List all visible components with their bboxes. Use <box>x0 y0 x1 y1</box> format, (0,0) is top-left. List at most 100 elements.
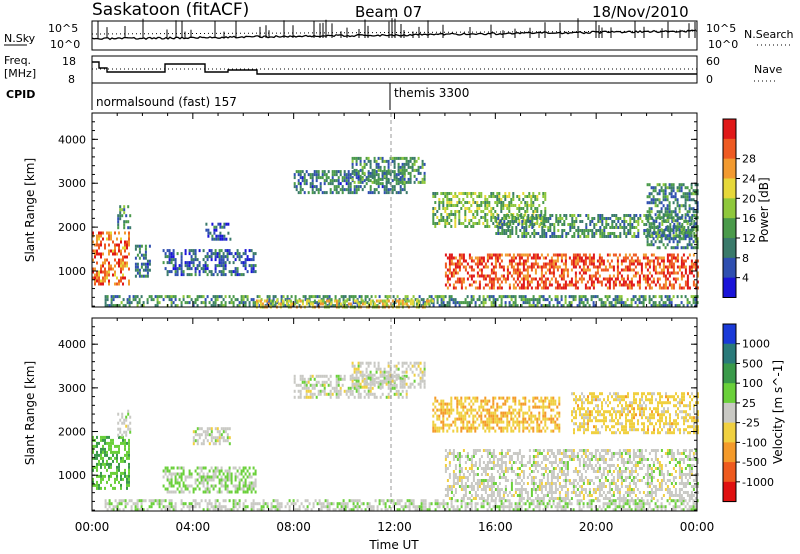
power-echo-cell <box>367 174 370 178</box>
power-echo-cell <box>652 243 655 247</box>
power-echo-cell <box>692 240 695 244</box>
velocity-echo-cell <box>170 484 173 488</box>
power-echo-cell <box>144 262 147 266</box>
power-echo-cell <box>678 240 681 244</box>
velocity-echo-cell <box>284 505 287 509</box>
velocity-echo-cell <box>328 502 331 506</box>
power-echo-cell <box>221 234 224 238</box>
power-echo-cell <box>464 301 467 305</box>
power-echo-cell <box>524 277 527 281</box>
velocity-echo-cell <box>254 484 257 488</box>
power-echo-cell <box>543 214 546 217</box>
velocity-echo-cell <box>514 505 517 509</box>
power-echo-cell <box>624 280 627 284</box>
power-echo-cell <box>670 265 673 269</box>
velocity-echo-cell <box>142 499 145 503</box>
power-echo-cell <box>603 229 606 232</box>
power-echo-cell <box>122 304 125 308</box>
velocity-echo-cell <box>128 444 130 448</box>
power-echo-cell <box>486 225 489 228</box>
velocity-echo-cell <box>410 499 413 503</box>
power-echo-cell <box>434 192 437 195</box>
power-echo-cell <box>468 207 471 210</box>
power-echo-cell <box>102 276 104 280</box>
power-echo-cell <box>518 219 521 222</box>
power-echo-cell <box>658 301 661 305</box>
power-echo-cell <box>654 283 657 287</box>
power-echo-cell <box>384 295 387 299</box>
power-echo-cell <box>104 258 106 262</box>
power-echo-cell <box>510 274 513 278</box>
velocity-echo-cell <box>326 505 329 509</box>
power-echo-cell <box>393 156 396 160</box>
power-echo-cell <box>494 274 497 278</box>
power-echo-cell <box>244 295 247 299</box>
velocity-echo-cell <box>340 505 343 509</box>
velocity-echo-cell <box>632 499 635 503</box>
power-echo-cell <box>579 229 582 232</box>
velocity-echo-cell <box>556 502 559 506</box>
velocity-echo-cell <box>202 466 205 470</box>
velocity-echo-cell <box>482 499 485 503</box>
power-echo-cell <box>547 220 550 223</box>
power-echo-cell <box>534 271 537 275</box>
velocity-echo-cell <box>624 508 627 512</box>
power-echo-cell <box>536 286 539 290</box>
velocity-echo-cell <box>162 475 165 479</box>
power-echo-cell <box>637 217 640 220</box>
power-echo-cell <box>648 262 651 266</box>
power-echo-cell <box>652 301 655 305</box>
power-echo-cell <box>674 225 677 229</box>
power-echo-cell <box>254 264 257 268</box>
power-echo-cell <box>684 204 687 208</box>
power-echo-cell <box>495 217 498 220</box>
velocity-echo-cell <box>612 508 615 512</box>
power-echo-cell <box>210 270 213 274</box>
power-echo-cell <box>102 261 104 265</box>
velocity-echo-cell <box>344 505 347 509</box>
power-echo-cell <box>582 259 585 263</box>
power-echo-cell <box>556 253 559 257</box>
power-echo-cell <box>323 182 326 186</box>
power-echo-cell <box>550 271 553 275</box>
power-echo-cell <box>498 198 501 201</box>
power-echo-cell <box>458 219 461 222</box>
power-echo-cell <box>590 274 593 278</box>
power-echo-cell <box>484 195 487 198</box>
power-echo-cell <box>395 173 398 177</box>
power-echo-cell <box>240 301 243 305</box>
power-echo-cell <box>530 286 533 290</box>
velocity-echo-cell <box>102 438 104 442</box>
power-echo-cell <box>678 268 681 272</box>
velocity-echo-cell <box>98 474 100 478</box>
power-echo-cell <box>480 301 483 305</box>
power-echo-cell <box>446 274 449 278</box>
power-echo-cell <box>284 298 287 302</box>
power-echo-cell <box>552 259 555 263</box>
power-echo-cell <box>124 276 126 280</box>
power-echo-cell <box>244 258 247 262</box>
power-echo-cell <box>532 277 535 281</box>
velocity-echo-cell <box>590 502 593 506</box>
power-echo-cell <box>582 253 585 257</box>
power-echo-cell <box>339 182 342 186</box>
power-echo-cell <box>102 252 104 256</box>
power-echo-cell <box>488 195 491 198</box>
power-echo-cell <box>612 283 615 287</box>
power-echo-cell <box>690 268 693 272</box>
power-echo-cell <box>444 265 447 269</box>
power-echo-cell <box>498 262 501 266</box>
velocity-echo-cell <box>234 499 237 503</box>
velocity-echo-cell <box>492 505 495 509</box>
power-echo-cell <box>242 273 245 277</box>
power-echo-cell <box>460 277 463 281</box>
velocity-echo-cell <box>498 499 501 503</box>
power-echo-cell <box>556 295 559 299</box>
velocity-echo-cell <box>238 505 241 509</box>
power-echo-cell <box>456 262 459 266</box>
power-echo-cell <box>357 180 360 184</box>
power-echo-cell <box>490 268 493 272</box>
power-echo-cell <box>450 262 453 266</box>
power-echo-cell <box>170 295 173 299</box>
power-echo-cell <box>680 246 683 250</box>
